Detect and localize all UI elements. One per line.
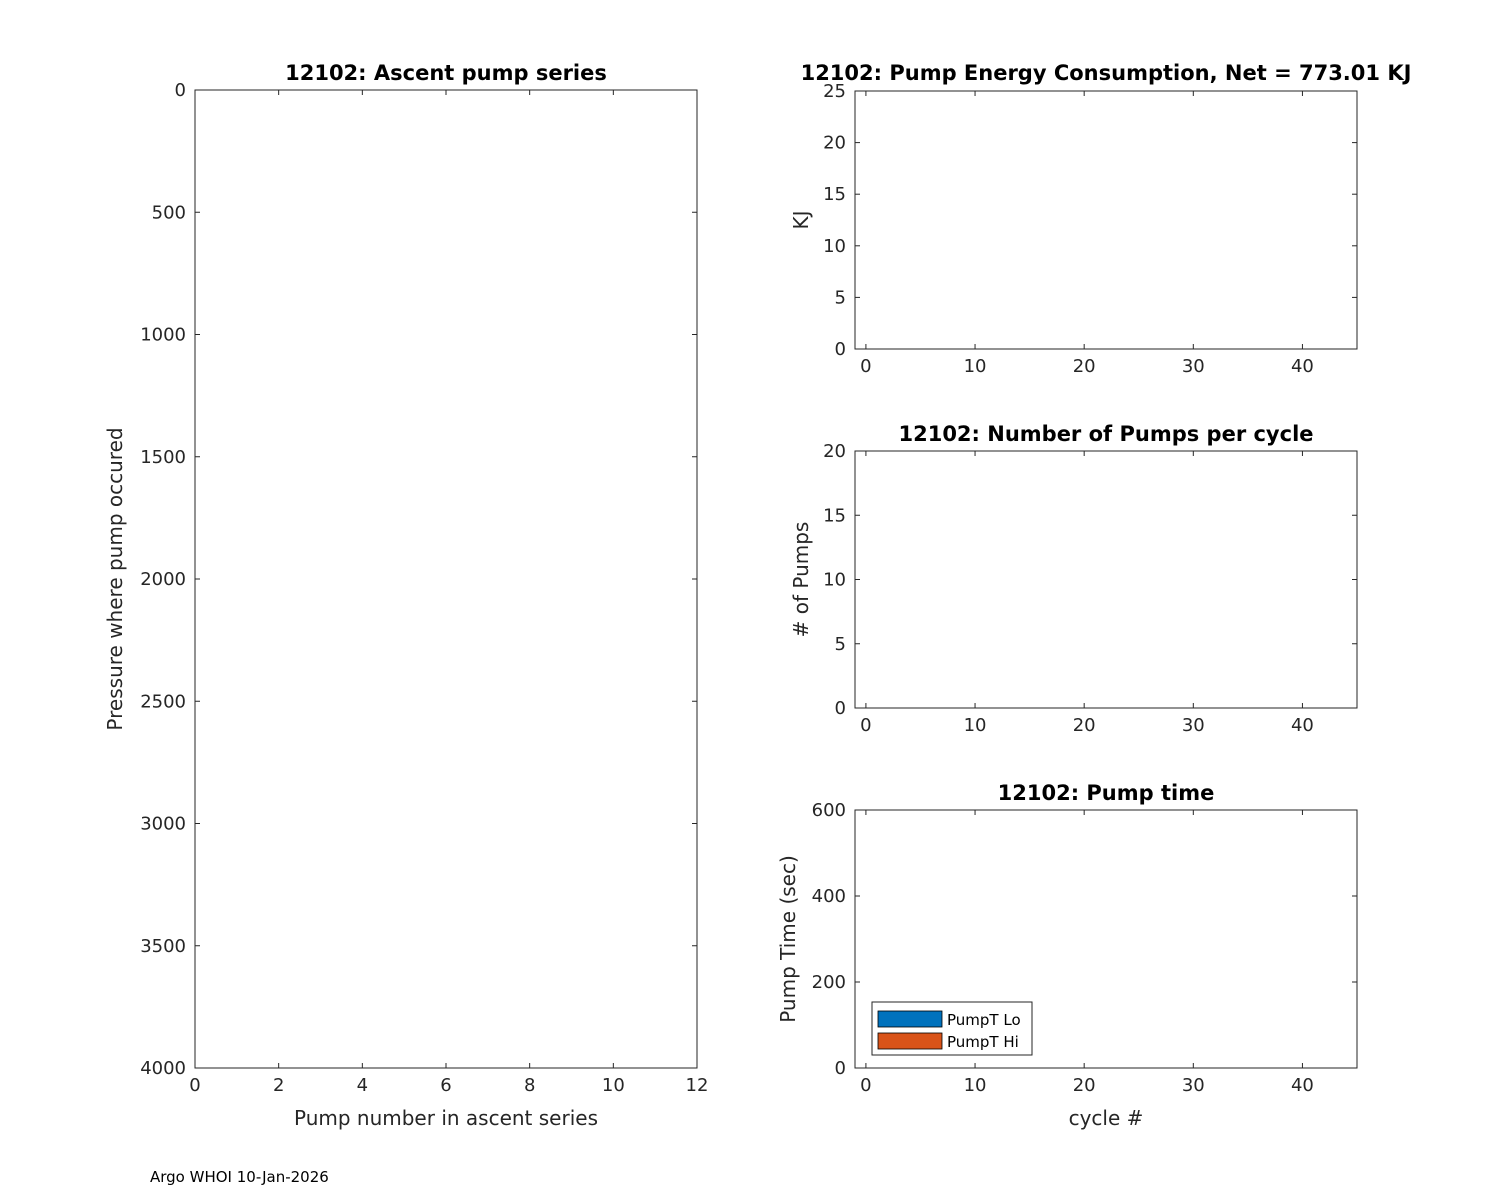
y-tick-label: 10: [823, 236, 846, 257]
legend-swatch-hi: [877, 1032, 943, 1050]
x-tick-label: 4: [357, 1075, 368, 1096]
y-tick-label: 15: [823, 505, 846, 526]
pump-time-legend: PumpT Lo PumpT Hi: [871, 1001, 1033, 1056]
chart-title: 12102: Number of Pumps per cycle: [898, 422, 1313, 446]
y-tick-label: 20: [823, 133, 846, 154]
x-tick-label: 10: [964, 715, 987, 736]
y-tick-label: 3500: [140, 936, 186, 957]
y-tick-label: 3000: [140, 814, 186, 835]
ascent-pump-series-chart: 0 2 4 6 8 10 12 0 500 1000 1500 2000 2500 3000 3500 400…: [103, 61, 708, 1130]
axis-frame: [854, 90, 1358, 350]
y-axis-label: Pressure where pump occured: [103, 427, 127, 730]
legend-label-lo: PumpT Lo: [947, 1011, 1021, 1029]
y-tick-label: 0: [175, 80, 186, 101]
legend-label-hi: PumpT Hi: [947, 1033, 1019, 1051]
x-tick-label: 12: [686, 1075, 709, 1096]
pumps-per-cycle-chart: 0 10 20 30 40 0 5 10 15 20 12102: Number of Pumps …: [789, 422, 1358, 736]
y-tick-label: 500: [152, 202, 186, 223]
x-tick-label: 20: [1073, 356, 1096, 377]
y-tick-label: 25: [823, 81, 846, 102]
chart-title: 12102: Pump time: [998, 781, 1215, 805]
y-axis-label: Pump Time (sec): [776, 855, 800, 1023]
y-axis-label: KJ: [789, 210, 813, 229]
x-tick-label: 40: [1291, 356, 1314, 377]
x-tick-label: 20: [1073, 1075, 1096, 1096]
y-tick-label: 15: [823, 184, 846, 205]
x-tick-label: 10: [964, 1075, 987, 1096]
y-tick-label: 20: [823, 441, 846, 462]
y-tick-label: 2500: [140, 691, 186, 712]
y-tick-label: 0: [835, 1058, 846, 1079]
y-tick-label: 0: [835, 339, 846, 360]
x-axis-label: Pump number in ascent series: [294, 1106, 598, 1130]
y-tick-label: 10: [823, 570, 846, 591]
x-tick-label: 30: [1182, 715, 1205, 736]
x-tick-label: 10: [964, 356, 987, 377]
chart-title: 12102: Pump Energy Consumption, Net = 77…: [801, 61, 1412, 85]
x-tick-label: 40: [1291, 715, 1314, 736]
footer-credit: Argo WHOI 10-Jan-2026: [150, 1168, 329, 1186]
y-tick-label: 600: [812, 800, 846, 821]
legend-swatch-lo: [877, 1010, 943, 1028]
x-tick-label: 0: [860, 715, 871, 736]
x-axis-label: cycle #: [1069, 1106, 1144, 1130]
y-tick-label: 5: [835, 287, 846, 308]
y-axis-label: # of Pumps: [789, 522, 813, 638]
y-tick-label: 2000: [140, 569, 186, 590]
x-tick-label: 30: [1182, 356, 1205, 377]
axis-frame: [194, 89, 698, 1069]
y-tick-label: 5: [835, 634, 846, 655]
x-tick-label: 2: [273, 1075, 284, 1096]
x-tick-label: 40: [1291, 1075, 1314, 1096]
y-tick-label: 200: [812, 972, 846, 993]
y-tick-label: 400: [812, 886, 846, 907]
x-tick-label: 0: [189, 1075, 200, 1096]
x-tick-label: 0: [860, 1075, 871, 1096]
x-tick-label: 30: [1182, 1075, 1205, 1096]
x-tick-label: 8: [524, 1075, 535, 1096]
y-tick-label: 4000: [140, 1058, 186, 1079]
x-tick-label: 10: [602, 1075, 625, 1096]
x-tick-label: 0: [860, 356, 871, 377]
x-tick-label: 6: [440, 1075, 451, 1096]
y-tick-label: 0: [835, 698, 846, 719]
chart-title: 12102: Ascent pump series: [285, 61, 607, 85]
y-tick-label: 1500: [140, 447, 186, 468]
axis-frame: [854, 450, 1358, 709]
y-tick-label: 1000: [140, 325, 186, 346]
x-tick-label: 20: [1073, 715, 1096, 736]
